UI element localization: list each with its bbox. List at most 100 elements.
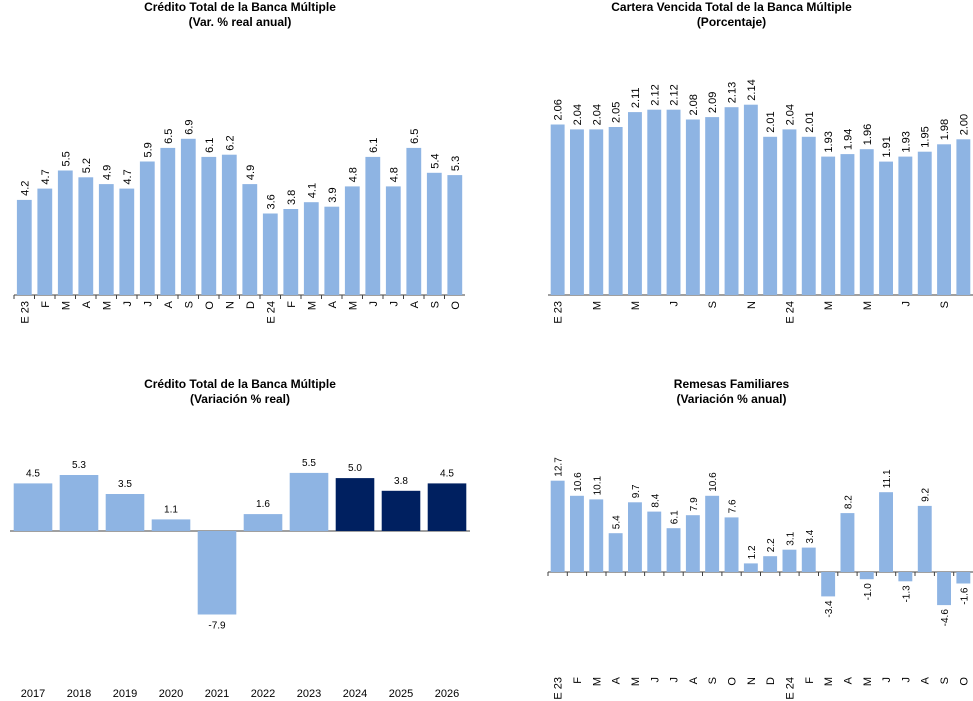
bar <box>724 517 739 572</box>
tick-label: J <box>669 301 681 307</box>
bar <box>59 475 99 531</box>
chart-subtitle: (Porcentaje) <box>696 15 767 29</box>
bar <box>344 186 360 295</box>
data-label: 3.5 <box>118 479 132 490</box>
bar <box>956 572 971 584</box>
chart-svg-cartera-vencida: 2.06 E 23 2.04 2.04 M 2.05 2.11 M 2.12 2.12 J 2.08 2… <box>548 79 973 324</box>
data-label: 1.94 <box>842 129 854 150</box>
bar <box>201 156 217 295</box>
bar <box>105 494 145 531</box>
data-label: 2.14 <box>746 79 758 100</box>
tick-label: M <box>823 677 835 686</box>
tick-label: F <box>286 301 298 308</box>
tick-label: J <box>122 301 134 307</box>
bar <box>898 156 913 295</box>
data-label: 11.1 <box>882 469 893 488</box>
tick-label: S <box>183 301 195 308</box>
bar <box>647 109 662 295</box>
chart-title: Remesas Familiares <box>673 377 790 391</box>
data-label: 1.6 <box>256 499 270 510</box>
bar <box>243 514 283 531</box>
bar <box>262 213 278 295</box>
bar <box>160 147 176 295</box>
bar <box>821 572 836 597</box>
data-label: 10.1 <box>592 475 603 495</box>
data-label: 1.1 <box>164 504 178 515</box>
data-label: 8.4 <box>650 493 661 507</box>
bar <box>283 209 299 295</box>
tick-label: M <box>862 301 874 310</box>
data-label: 2.04 <box>785 104 797 125</box>
tick-label: J <box>669 677 681 683</box>
tick-label: 2024 <box>343 688 367 700</box>
chart-svg-credito-mensual: 4.2 E 23 4.7 F 5.5 M 5.2 A 4.9 M 4.7 J 5.9 J 6.5 A 6.9 S 6… <box>13 120 465 324</box>
tick-label: A <box>920 676 932 684</box>
tick-label: O <box>204 301 216 310</box>
data-label: 2.00 <box>958 114 970 135</box>
tick-label: S <box>707 301 719 308</box>
data-label: 9.2 <box>921 488 932 502</box>
tick-label: M <box>630 301 642 310</box>
data-label: 12.7 <box>554 457 565 477</box>
data-label: 4.7 <box>122 169 134 184</box>
data-label: 5.5 <box>60 151 72 166</box>
tick-label: D <box>245 301 257 309</box>
data-label: 3.6 <box>265 194 277 209</box>
tick-label: E 24 <box>785 301 797 324</box>
bar <box>763 556 778 572</box>
data-label: 3.4 <box>805 529 816 543</box>
data-label: 3.9 <box>327 187 339 202</box>
tick-label: O <box>958 677 970 686</box>
bar <box>782 549 797 572</box>
tick-label: J <box>881 677 893 683</box>
data-label: 4.2 <box>19 181 31 196</box>
tick-label: D <box>765 677 777 685</box>
bar <box>550 124 565 295</box>
data-label: 5.3 <box>450 156 462 171</box>
data-label: 9.7 <box>631 484 642 498</box>
tick-label: S <box>939 301 951 308</box>
data-label: 2.09 <box>707 92 719 113</box>
bar <box>550 480 565 572</box>
data-label: 3.1 <box>786 531 797 545</box>
tick-label: S <box>429 301 441 308</box>
bar <box>647 511 662 572</box>
bar <box>608 533 623 572</box>
data-label: 2.12 <box>649 84 661 105</box>
bar <box>570 129 584 295</box>
bar <box>13 483 53 531</box>
data-label: 5.4 <box>612 515 623 529</box>
bar <box>628 502 642 572</box>
chart-credito-mensual: Crédito Total de la Banca Múltiple (Var.… <box>0 0 480 340</box>
bar <box>242 184 258 295</box>
bar <box>705 495 720 572</box>
tick-label: J <box>388 301 400 307</box>
bar <box>956 139 971 295</box>
data-label: 2.2 <box>766 538 777 552</box>
data-label: 2.06 <box>553 99 565 120</box>
bar <box>16 199 32 295</box>
bar <box>426 172 442 295</box>
data-label: 1.95 <box>920 126 932 147</box>
bar <box>821 156 836 295</box>
tick-label: E 23 <box>553 301 565 324</box>
data-label: 6.5 <box>163 129 175 144</box>
tick-label: J <box>649 677 661 683</box>
data-label: 1.2 <box>747 545 758 559</box>
bar <box>589 129 604 295</box>
data-label: -1.3 <box>901 585 912 603</box>
chart-credito-anual: Crédito Total de la Banca Múltiple (Vari… <box>0 377 480 701</box>
tick-label: M <box>630 677 642 686</box>
bar <box>898 572 913 582</box>
chart-title: Crédito Total de la Banca Múltiple <box>144 377 336 391</box>
tick-label: M <box>591 677 603 686</box>
tick-label: S <box>939 677 951 684</box>
tick-label: M <box>306 301 318 310</box>
data-label: 2.01 <box>804 111 816 132</box>
tick-label: J <box>368 301 380 307</box>
tick-label: 2020 <box>159 688 183 700</box>
bar <box>685 119 700 295</box>
bar <box>801 136 816 295</box>
data-label: 2.04 <box>591 104 603 125</box>
data-label: 7.6 <box>728 499 739 513</box>
